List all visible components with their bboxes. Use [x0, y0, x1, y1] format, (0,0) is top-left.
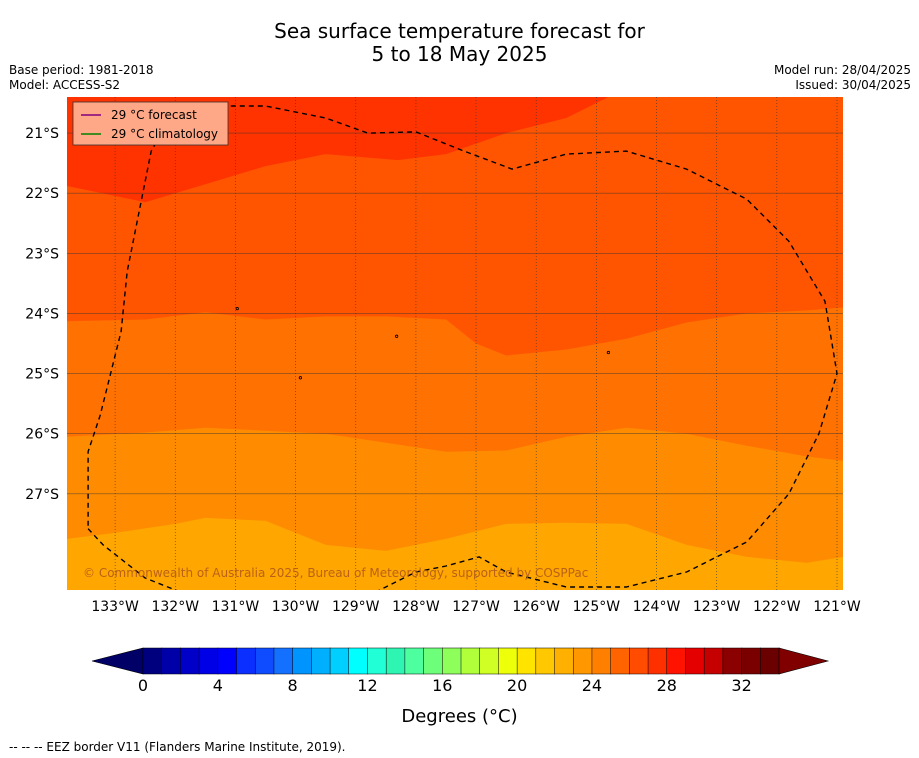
- x-tick-label: 131°W: [212, 599, 260, 615]
- x-tick-label: 133°W: [91, 599, 139, 615]
- colorbar-cell: [572, 647, 593, 675]
- colorbar-tick-label: 32: [731, 676, 752, 695]
- model-run-text: Model run: 28/04/2025: [773, 63, 911, 77]
- x-tick-label: 123°W: [693, 599, 741, 615]
- chart-title-line2: 5 to 18 May 2025: [371, 42, 548, 66]
- x-tick-label: 126°W: [512, 599, 560, 615]
- colorbar-cell: [610, 647, 631, 675]
- island-marker: [395, 334, 399, 338]
- y-tick-label: 22°S: [25, 186, 59, 202]
- colorbar-cell: [703, 647, 724, 675]
- colorbar-unit-label: Degrees (°C): [401, 706, 518, 727]
- colorbar-cell: [591, 647, 612, 675]
- colorbar-cell: [535, 647, 556, 675]
- colorbar-cell: [647, 647, 668, 675]
- colorbar-cell: [311, 647, 331, 675]
- copyright-text: © Commonwealth of Australia 2025, Bureau…: [83, 566, 588, 580]
- colorbar-cell: [760, 647, 780, 675]
- colorbar-tick-label: 4: [212, 676, 223, 695]
- colorbar-cell: [516, 647, 537, 675]
- chart-title-line1: Sea surface temperature forecast for: [274, 19, 645, 43]
- x-tick-label: 124°W: [633, 599, 681, 615]
- colorbar-cell: [685, 647, 705, 675]
- y-tick-label: 24°S: [25, 306, 59, 322]
- colorbar-cell: [367, 647, 387, 675]
- colorbar-tick-label: 28: [656, 676, 677, 695]
- colorbar-cell: [479, 647, 500, 675]
- colorbar-cell: [198, 647, 219, 675]
- colorbar-cell: [161, 647, 182, 675]
- y-tick-label: 27°S: [25, 487, 59, 503]
- colorbar-cell: [180, 647, 200, 675]
- x-tick-label: 128°W: [392, 599, 440, 615]
- colorbar-cell: [741, 647, 761, 675]
- model-text: Model: ACCESS-S2: [9, 78, 121, 92]
- base-period-text: Base period: 1981-2018: [9, 63, 154, 77]
- colorbar-cell: [142, 647, 163, 675]
- eez-border: [87, 105, 838, 590]
- colorbar-cell: [423, 647, 443, 675]
- eez-footnote: -- -- -- EEZ border V11 (Flanders Marine…: [9, 740, 346, 754]
- y-tick-label: 25°S: [25, 367, 59, 383]
- colorbar-cell: [498, 647, 518, 675]
- y-tick-label: 26°S: [25, 427, 59, 443]
- x-tick-label: 127°W: [452, 599, 500, 615]
- legend-label: 29 °C climatology: [111, 127, 218, 141]
- colorbar-tick-label: 8: [287, 676, 298, 695]
- colorbar-cell: [629, 647, 649, 675]
- island-marker: [606, 350, 610, 355]
- colorbar-tick-label: 12: [357, 676, 378, 695]
- colorbar-tick-label: 16: [432, 676, 453, 695]
- colorbar-cell: [292, 647, 313, 675]
- colorbar-cell: [554, 647, 574, 675]
- colorbar-over-arrow: [778, 647, 830, 675]
- colorbar-cell: [273, 647, 294, 675]
- x-tick-label: 129°W: [332, 599, 380, 615]
- colorbar-cell: [442, 647, 462, 675]
- x-tick-label: 132°W: [151, 599, 199, 615]
- x-tick-label: 130°W: [272, 599, 320, 615]
- colorbar-cell: [404, 647, 425, 675]
- legend-label: 29 °C forecast: [111, 108, 197, 122]
- colorbar-cell: [460, 647, 481, 675]
- colorbar-cell: [348, 647, 369, 675]
- sst-map: © Commonwealth of Australia 2025, Bureau…: [25, 97, 861, 615]
- colorbar-cell: [217, 647, 238, 675]
- colorbar-cell: [236, 647, 256, 675]
- colorbar-cell: [329, 647, 350, 675]
- legend-box: [72, 101, 229, 146]
- colorbar-under-arrow: [91, 647, 144, 675]
- issued-text: Issued: 30/04/2025: [795, 78, 911, 92]
- x-tick-label: 125°W: [573, 599, 621, 615]
- island-marker: [298, 376, 303, 380]
- island-marker: [235, 307, 239, 311]
- colorbar-tick-label: 20: [506, 676, 528, 695]
- colorbar-tick-label: 24: [581, 676, 603, 695]
- colorbar-cell: [385, 647, 406, 675]
- y-tick-label: 23°S: [25, 246, 59, 262]
- x-tick-label: 122°W: [753, 599, 801, 615]
- x-tick-label: 121°W: [813, 599, 861, 615]
- colorbar-cell: [254, 647, 275, 675]
- colorbar-cell: [666, 647, 687, 675]
- y-tick-label: 21°S: [25, 126, 59, 142]
- colorbar-tick-label: 0: [137, 676, 149, 695]
- colorbar-cell: [722, 647, 743, 675]
